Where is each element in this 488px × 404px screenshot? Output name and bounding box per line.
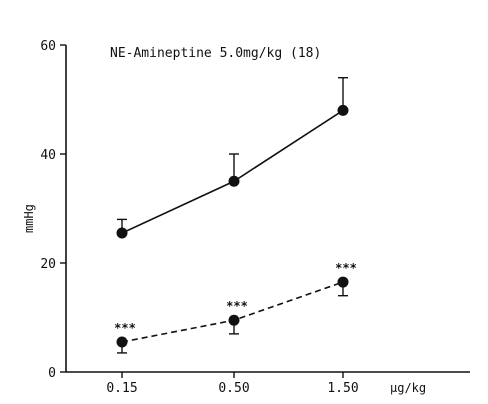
x-axis-unit: µg/kg: [390, 381, 426, 395]
data-point: [116, 227, 128, 239]
x-tick-label: 0.15: [106, 381, 137, 396]
data-point: [337, 276, 349, 288]
significance-label: ***: [226, 299, 248, 313]
y-axis-label: mmHg: [22, 204, 36, 233]
x-tick-label: 1.50: [327, 381, 358, 396]
series-dashed: *** *** ***: [114, 261, 357, 354]
data-point: [337, 104, 349, 116]
chart-title: NE-Amineptine 5.0mg/kg (18): [110, 46, 321, 61]
data-point: [228, 314, 240, 326]
y-tick-label: 0: [48, 366, 56, 381]
series-line: [121, 109, 344, 234]
significance-label: ***: [335, 261, 357, 275]
significance-label: ***: [114, 321, 136, 335]
y-tick-label: 40: [40, 148, 56, 163]
series-solid: [116, 76, 349, 239]
data-point: [228, 175, 240, 187]
y-tick-label: 60: [40, 39, 56, 54]
y-tick-label: 20: [40, 257, 56, 272]
data-point: [116, 336, 128, 348]
x-tick-label: 0.50: [218, 381, 249, 396]
